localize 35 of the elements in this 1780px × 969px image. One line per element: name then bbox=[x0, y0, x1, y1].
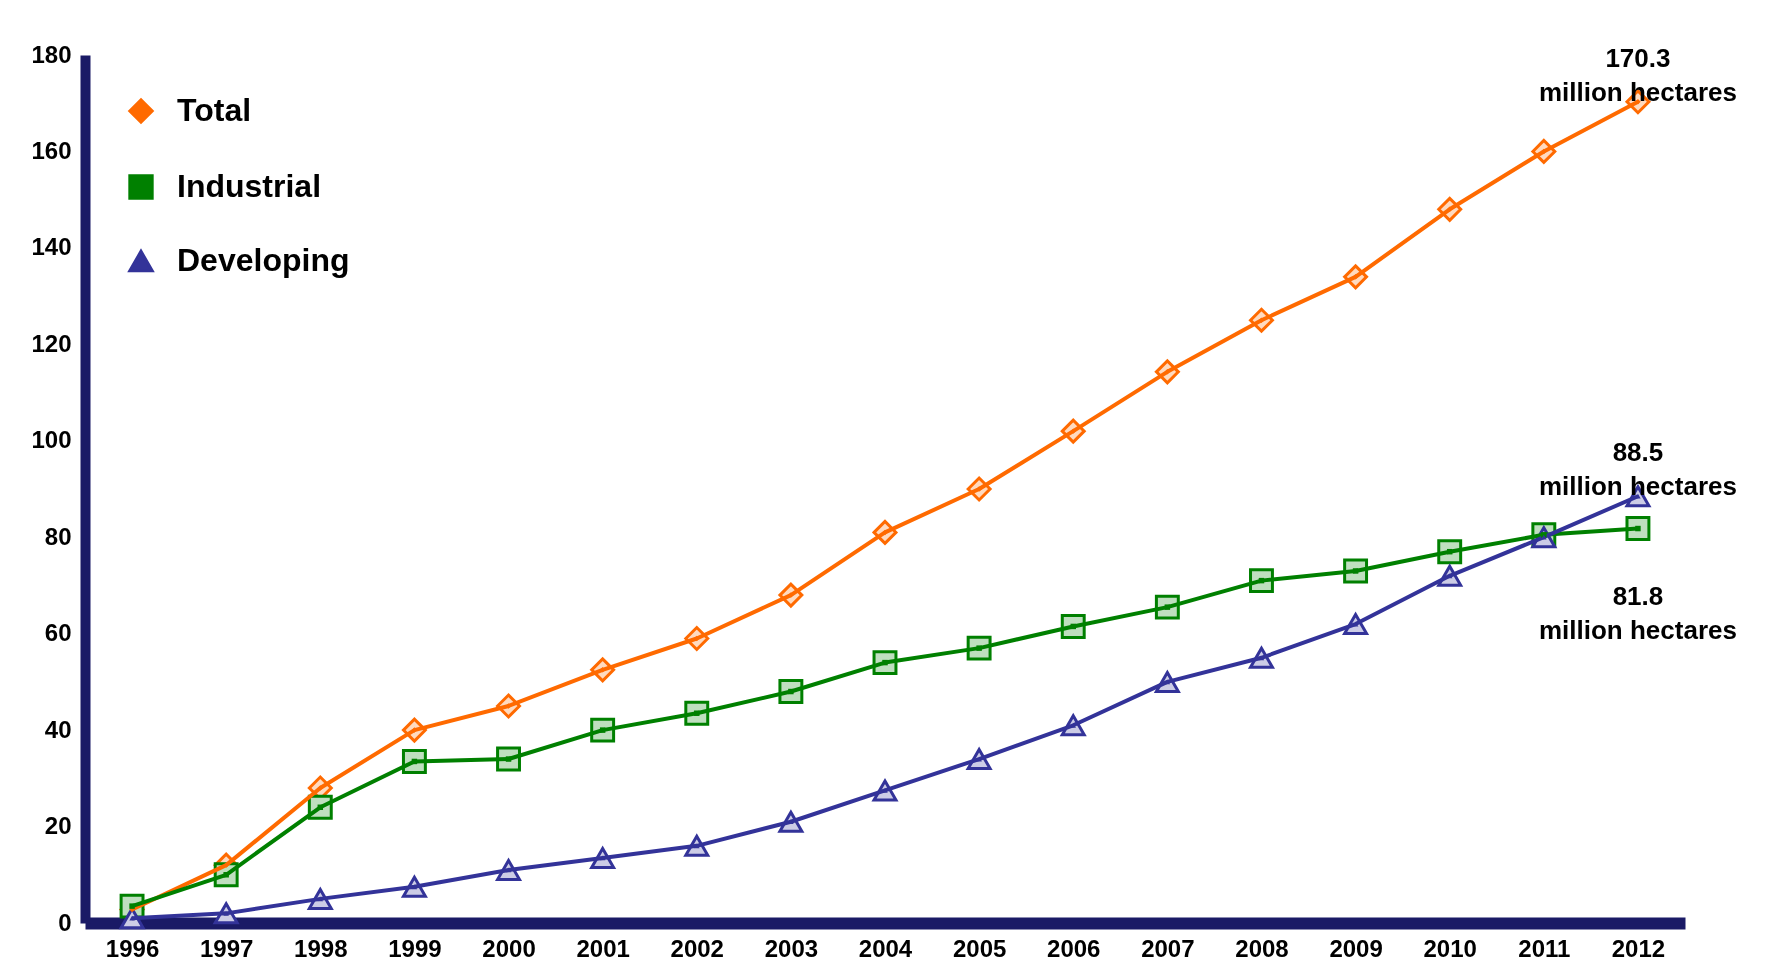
y-tick-label: 80 bbox=[44, 522, 72, 550]
y-tick-label: 0 bbox=[58, 908, 72, 936]
legend-label: Developing bbox=[177, 242, 350, 278]
point bbox=[119, 907, 145, 930]
y-tick-label: 140 bbox=[31, 233, 72, 261]
x-tick-label: 2003 bbox=[764, 934, 819, 962]
y-tick-label: 60 bbox=[44, 619, 72, 647]
x-tick-label: 1996 bbox=[105, 934, 160, 962]
x-tick-label: 1998 bbox=[294, 934, 348, 962]
y-tick-label: 100 bbox=[31, 426, 72, 454]
y-tick-label: 120 bbox=[31, 329, 72, 357]
x-tick-label: 2006 bbox=[1047, 934, 1101, 962]
y-tick-label: 180 bbox=[31, 40, 72, 68]
x-tick-label: 2001 bbox=[576, 934, 630, 962]
x-tick-label: 1999 bbox=[388, 934, 442, 962]
x-tick-label: 2009 bbox=[1329, 934, 1383, 962]
x-tick-label: 2010 bbox=[1423, 934, 1477, 962]
y-tick-label: 40 bbox=[44, 715, 72, 743]
x-tick-label: 2005 bbox=[952, 934, 1007, 962]
x-tick-label: 2004 bbox=[858, 934, 913, 962]
annotation: 170.3 million hectares bbox=[1538, 42, 1737, 107]
x-tick-label: 2012 bbox=[1611, 934, 1666, 962]
x-tick-label: 2007 bbox=[1141, 934, 1195, 962]
point bbox=[1625, 516, 1651, 541]
y-tick-label: 160 bbox=[31, 136, 72, 164]
x-tick-label: 2002 bbox=[670, 934, 724, 962]
annotation: 88.5 million hectares bbox=[1538, 437, 1737, 502]
legend-label: Industrial bbox=[177, 168, 322, 204]
y-tick-label: 20 bbox=[44, 812, 72, 840]
x-tick-label: 2011 bbox=[1518, 934, 1571, 962]
annotation: 81.8 million hectares bbox=[1538, 580, 1737, 645]
legend-label: Total bbox=[177, 92, 252, 128]
x-tick-label: 2008 bbox=[1235, 934, 1289, 962]
x-tick-label: 2000 bbox=[482, 934, 536, 962]
x-tick-label: 1997 bbox=[199, 934, 254, 962]
